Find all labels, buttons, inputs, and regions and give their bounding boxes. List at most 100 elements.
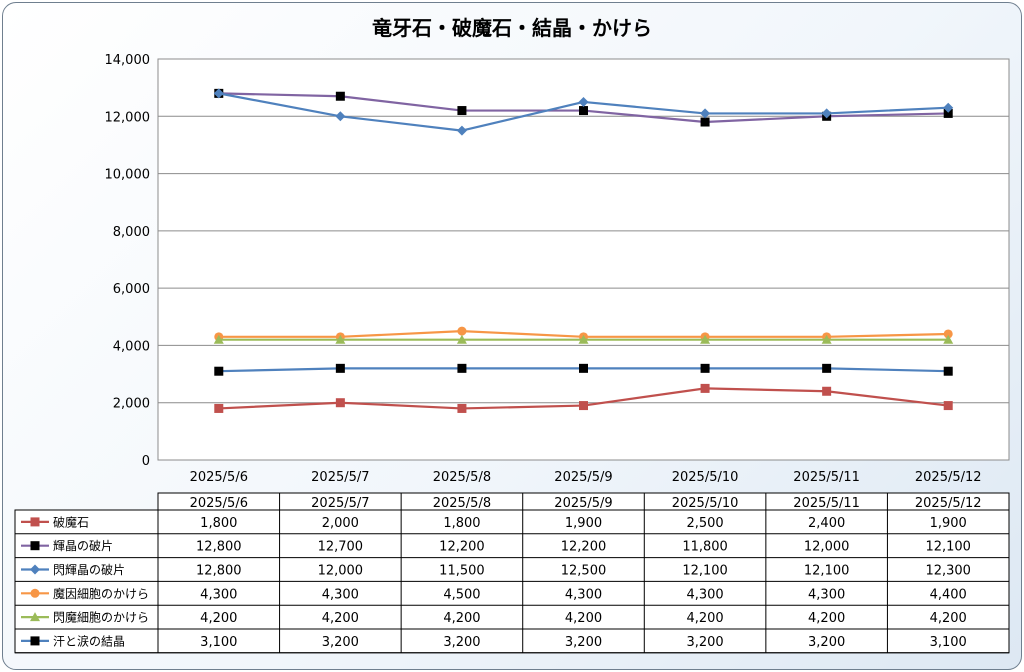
table-cell: 3,100 [930,635,967,650]
table-cell: 12,200 [439,540,485,555]
data-point [943,401,953,411]
x-tick-label: 2025/5/11 [793,470,860,485]
table-cell: 1,800 [443,516,480,531]
data-point [457,403,467,413]
table-row: 閃輝晶の破片 12,800 12,000 11,500 12,500 12,100 12,1… [21,562,971,579]
table-cell: 12,000 [804,540,850,555]
data-point [213,88,224,99]
table-cell: 1,800 [200,516,237,531]
table-header-cell: 2025/5/10 [672,496,739,511]
table-cell: 4,200 [443,611,480,626]
data-point [30,612,40,622]
series-0 [214,383,953,413]
data-point [335,91,345,101]
series-5 [214,363,953,376]
x-tick-label: 2025/5/12 [915,470,982,485]
table-cell: 4,300 [686,587,723,602]
data-point [943,108,953,118]
table-cell: 12,100 [925,540,971,555]
data-point [700,108,711,119]
table-cell: 4,300 [200,587,237,602]
data-point [943,102,954,113]
table-cell: 2,000 [322,516,359,531]
data-point [943,329,953,339]
data-point [579,363,588,373]
data-point [457,326,467,336]
data-point [30,564,40,575]
table-row: 輝晶の破片 12,800 12,700 12,200 12,200 11,800 12,00… [21,538,971,555]
data-point [821,334,832,344]
table-cell: 12,500 [561,564,607,579]
chart-svg: 竜牙石・破魔石・結晶・かけら 0 2,000 4,000 6,000 8,000 10,0… [14,16,1010,654]
legend-label: 破魔石 [53,514,89,529]
table-cell: 4,500 [443,587,480,602]
data-point [578,96,589,107]
data-point [335,398,345,408]
table-cell: 4,300 [808,587,845,602]
y-tick-label: 12,000 [105,110,151,125]
table-cell: 4,200 [686,611,723,626]
data-point [30,517,40,527]
x-tick-label: 2025/5/8 [433,470,491,485]
table-cell: 4,400 [930,587,967,602]
data-point [213,334,224,344]
data-point [943,334,954,344]
data-point [30,636,40,646]
series-4 [213,334,954,344]
table-cell: 4,200 [200,611,237,626]
table-row: 破魔石 1,800 2,000 1,800 1,900 2,500 2,400 1,900 [21,514,967,531]
data-point [335,334,346,344]
plot-area: 0 2,000 4,000 6,000 8,000 10,000 12,000 14,000 2… [105,53,1010,485]
data-point [822,386,832,396]
table-row: 魔因細胞のかけら 4,300 4,300 4,500 4,300 4,300 4,300 4,… [21,586,967,602]
y-tick-label: 10,000 [105,168,151,183]
data-point [700,334,711,344]
data-point [700,363,710,373]
data-point [335,363,345,373]
table-cell: 12,100 [682,564,728,579]
table-cell: 4,300 [322,587,359,602]
table-row: 閃魔細胞のかけら 4,200 4,200 4,200 4,200 4,200 4,200 4,… [21,610,967,626]
data-table: 2025/5/6 2025/5/7 2025/5/8 2025/5/9 2025/5/1… [14,492,1010,654]
legend-label: 閃魔細胞のかけら [53,610,149,625]
plot-background [157,58,1010,461]
table-cell: 11,800 [682,540,728,555]
table-cell: 4,200 [930,611,967,626]
table-cell: 3,100 [200,635,237,650]
table-header-cell: 2025/5/8 [433,496,491,511]
data-point [943,366,953,376]
y-tick-label: 2,000 [113,397,150,412]
table-cell: 4,200 [565,611,602,626]
x-tick-label: 2025/5/10 [672,470,739,485]
data-point [700,117,710,127]
legend-label: 閃輝晶の破片 [53,562,125,577]
y-tick-label: 14,000 [105,53,151,68]
table-header-cell: 2025/5/12 [915,496,982,511]
table-cell: 12,700 [318,540,364,555]
table-cell: 2,400 [808,516,845,531]
series-2 [213,88,954,136]
data-point [700,383,710,393]
table-cell: 3,200 [808,635,845,650]
table-cell: 11,500 [439,564,485,579]
x-tick-label: 2025/5/7 [311,470,369,485]
table-cell: 4,300 [565,587,602,602]
table-cell: 3,200 [443,635,480,650]
y-tick-label: 0 [142,454,150,469]
table-cell: 3,200 [322,635,359,650]
table-cell: 3,200 [565,635,602,650]
data-point [822,363,832,373]
data-point [457,363,467,373]
data-point [456,334,467,344]
data-point [30,588,40,598]
chart-title: 竜牙石・破魔石・結晶・かけら [372,16,652,40]
table-cell: 12,300 [925,564,971,579]
x-tick-label: 2025/5/9 [554,470,612,485]
y-tick-label: 4,000 [113,339,150,354]
table-cell: 4,200 [808,611,845,626]
table-header-cell: 2025/5/6 [190,496,248,511]
table-cell: 2,500 [686,516,723,531]
data-point [578,334,589,344]
table-cell: 12,800 [196,540,242,555]
